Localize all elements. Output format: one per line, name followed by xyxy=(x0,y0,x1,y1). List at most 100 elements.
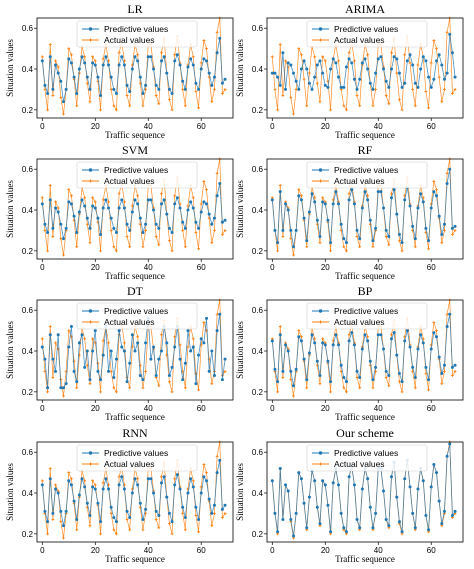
data-point xyxy=(173,345,177,349)
data-point xyxy=(321,71,325,75)
data-point xyxy=(342,526,346,530)
legend-box xyxy=(306,302,428,330)
data-point xyxy=(154,222,158,226)
data-point xyxy=(83,485,87,489)
x-axis-label: Traffic sequence xyxy=(105,412,165,422)
data-point xyxy=(202,200,206,204)
data-point xyxy=(397,233,401,237)
data-point xyxy=(210,349,214,353)
data-point xyxy=(302,501,306,505)
data-point xyxy=(181,505,185,509)
y-tick-label: 0.6 xyxy=(22,24,34,33)
data-point xyxy=(403,81,407,85)
data-point xyxy=(297,87,301,91)
data-point xyxy=(99,233,103,237)
data-point xyxy=(368,359,372,363)
data-point xyxy=(294,228,298,232)
data-point xyxy=(120,345,124,349)
data-point xyxy=(146,198,150,202)
data-point xyxy=(191,206,195,210)
data-point xyxy=(453,224,457,228)
data-point xyxy=(437,499,441,503)
subplot-6: RNN 0 20 40 60 0.2 0.4 0.6 Traffic sequence Situa… xyxy=(5,426,234,564)
data-point xyxy=(413,81,417,85)
data-point xyxy=(202,341,206,345)
data-point xyxy=(136,341,140,345)
data-point xyxy=(56,71,60,75)
subplot-3: RF 0 20 40 60 0.2 0.4 0.6 Traffic sequence Situat… xyxy=(235,143,464,281)
axes-frame xyxy=(36,441,234,543)
data-point xyxy=(186,491,190,495)
data-point xyxy=(384,228,388,232)
data-point xyxy=(173,202,177,206)
data-point xyxy=(91,485,95,489)
data-point xyxy=(69,325,73,329)
data-point xyxy=(128,89,132,93)
data-point xyxy=(93,329,97,333)
data-point xyxy=(54,487,58,491)
x-axis-label: Traffic sequence xyxy=(105,271,165,281)
data-point xyxy=(178,206,182,210)
data-point xyxy=(429,485,433,489)
data-point xyxy=(152,208,156,212)
data-point xyxy=(392,55,396,59)
data-point xyxy=(199,337,203,341)
predictive-series xyxy=(270,167,457,249)
data-point xyxy=(281,518,285,522)
data-point xyxy=(392,188,396,192)
data-point xyxy=(51,87,55,91)
data-point xyxy=(427,239,431,243)
data-point xyxy=(355,369,359,373)
data-point xyxy=(149,357,153,361)
data-point xyxy=(133,198,137,202)
x-tick-label: 20 xyxy=(91,122,100,131)
data-point xyxy=(122,349,126,353)
data-point xyxy=(48,198,52,202)
data-point xyxy=(315,505,319,509)
data-point xyxy=(284,202,288,206)
data-point xyxy=(366,198,370,202)
data-point xyxy=(175,473,179,477)
data-point xyxy=(80,55,84,59)
x-tick-label: 0 xyxy=(40,404,45,413)
data-point xyxy=(157,357,161,361)
data-point xyxy=(424,513,428,517)
data-point xyxy=(411,365,415,369)
data-point xyxy=(368,81,372,85)
data-point xyxy=(305,239,309,243)
data-point xyxy=(157,226,161,230)
data-point xyxy=(297,471,301,475)
data-point xyxy=(310,333,314,337)
data-point xyxy=(400,85,404,89)
data-point xyxy=(437,53,441,57)
data-point xyxy=(215,51,219,55)
data-point xyxy=(405,59,409,63)
data-point xyxy=(157,87,161,91)
subplot-title: SVM xyxy=(122,143,148,157)
data-point xyxy=(144,507,148,511)
data-point xyxy=(223,77,227,81)
data-point xyxy=(323,202,327,206)
data-point xyxy=(427,528,431,532)
data-point xyxy=(331,343,335,347)
data-point xyxy=(199,67,203,71)
data-point xyxy=(77,67,81,71)
data-point xyxy=(165,495,169,499)
data-point xyxy=(429,85,433,89)
data-point xyxy=(297,335,301,339)
x-axis-label: Traffic sequence xyxy=(335,271,395,281)
data-point xyxy=(448,32,452,36)
data-point xyxy=(299,339,303,343)
data-point xyxy=(75,380,79,384)
data-point xyxy=(437,214,441,218)
legend-predictive-marker xyxy=(88,451,93,455)
data-point xyxy=(318,374,322,378)
data-point xyxy=(389,67,393,71)
data-point xyxy=(77,210,81,214)
predictive-series xyxy=(270,32,457,92)
data-point xyxy=(178,63,182,67)
data-point xyxy=(389,337,393,341)
data-point xyxy=(43,83,47,87)
data-point xyxy=(54,206,58,210)
